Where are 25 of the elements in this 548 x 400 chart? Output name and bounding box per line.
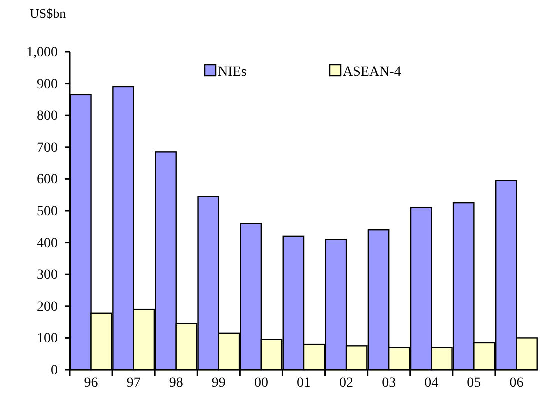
x-tick-label: 03 xyxy=(382,376,396,391)
y-tick-label: 700 xyxy=(37,140,58,156)
y-tick-label: 600 xyxy=(37,172,58,188)
x-tick-label: 01 xyxy=(297,376,311,391)
y-tick-label: 200 xyxy=(37,300,58,315)
y-tick-label: 300 xyxy=(37,268,58,284)
y-tick-label: 800 xyxy=(37,109,58,124)
x-tick-label: 04 xyxy=(424,376,439,391)
x-tick-label: 06 xyxy=(510,376,524,391)
x-tick-label: 00 xyxy=(254,376,268,391)
y-tick-label: 400 xyxy=(37,236,58,252)
x-tick-label: 98 xyxy=(169,376,184,391)
y-axis-title: US$bn xyxy=(30,6,67,21)
y-tick-label: 500 xyxy=(37,204,58,220)
x-tick-label: 99 xyxy=(212,376,226,391)
x-tick-label: 05 xyxy=(467,376,482,391)
y-tick-label: 1,000 xyxy=(26,45,58,60)
legend-label: NIEs xyxy=(218,65,247,80)
x-tick-label: 96 xyxy=(84,376,98,391)
y-tick-label: 900 xyxy=(37,77,58,92)
x-tick-label: 02 xyxy=(340,376,354,391)
y-tick-label: 0 xyxy=(51,363,58,378)
x-tick-label: 97 xyxy=(126,376,141,391)
y-tick-label: 100 xyxy=(37,332,58,347)
legend-label: ASEAN-4 xyxy=(343,65,402,80)
